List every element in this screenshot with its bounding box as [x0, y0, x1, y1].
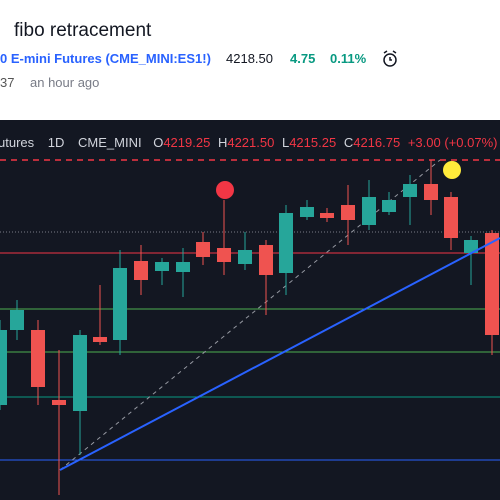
- author[interactable]: 37: [0, 75, 15, 90]
- candle-body: [320, 213, 334, 218]
- legend-text: CME_MINI: [78, 135, 142, 150]
- candle-body: [176, 262, 190, 272]
- symbol-link[interactable]: 0 E-mini Futures (CME_MINI:ES1!): [0, 51, 211, 66]
- candle-body: [10, 310, 24, 330]
- candle-body: [279, 213, 293, 273]
- candle-body: [155, 262, 169, 271]
- idea-header: fibo retracement 0 E-mini Futures (CME_M…: [0, 0, 500, 120]
- candle-body: [382, 200, 396, 212]
- last-price: 4218.50: [226, 51, 273, 66]
- candle-body: [196, 242, 210, 257]
- legend-text: 4215.25: [289, 135, 336, 150]
- candle-body: [73, 335, 87, 411]
- candle-body: [217, 248, 231, 262]
- candle-body: [341, 205, 355, 220]
- candle-body: [134, 261, 148, 280]
- legend-text: C: [344, 135, 353, 150]
- legend-text: H: [218, 135, 227, 150]
- legend-text: 4216.75: [353, 135, 400, 150]
- candle-body: [464, 240, 478, 253]
- candle-body: [444, 197, 458, 238]
- candle-body: [403, 184, 417, 197]
- candle-body: [485, 233, 499, 335]
- candle-body: [52, 400, 66, 405]
- candle-body: [362, 197, 376, 225]
- candle-body: [93, 337, 107, 342]
- price-change-percent: 0.11%: [330, 51, 367, 66]
- published-time: an hour ago: [30, 75, 100, 90]
- idea-title: fibo retracement: [14, 20, 152, 41]
- legend-text: +3.00 (+0.07%): [408, 135, 498, 150]
- chart: utures 1D CME_MINI O4219.25 H4221.50 L42…: [0, 120, 500, 500]
- alert-icon[interactable]: [380, 49, 400, 69]
- legend-text: 4221.50: [227, 135, 274, 150]
- legend-text: utures: [0, 135, 35, 150]
- candle-body: [31, 330, 45, 387]
- price-change: 4.75: [290, 51, 316, 66]
- chart-legend: utures 1D CME_MINI O4219.25 H4221.50 L42…: [0, 135, 497, 150]
- candle-body: [259, 245, 273, 275]
- legend-text: 4219.25: [163, 135, 210, 150]
- legend-text: L: [282, 135, 289, 150]
- candle-body: [0, 330, 7, 405]
- legend-text: 1D: [48, 135, 65, 150]
- candle-body: [113, 268, 127, 340]
- candle-body: [238, 250, 252, 264]
- candle-body: [424, 184, 438, 200]
- legend-text: O: [153, 135, 163, 150]
- candle-body: [300, 207, 314, 217]
